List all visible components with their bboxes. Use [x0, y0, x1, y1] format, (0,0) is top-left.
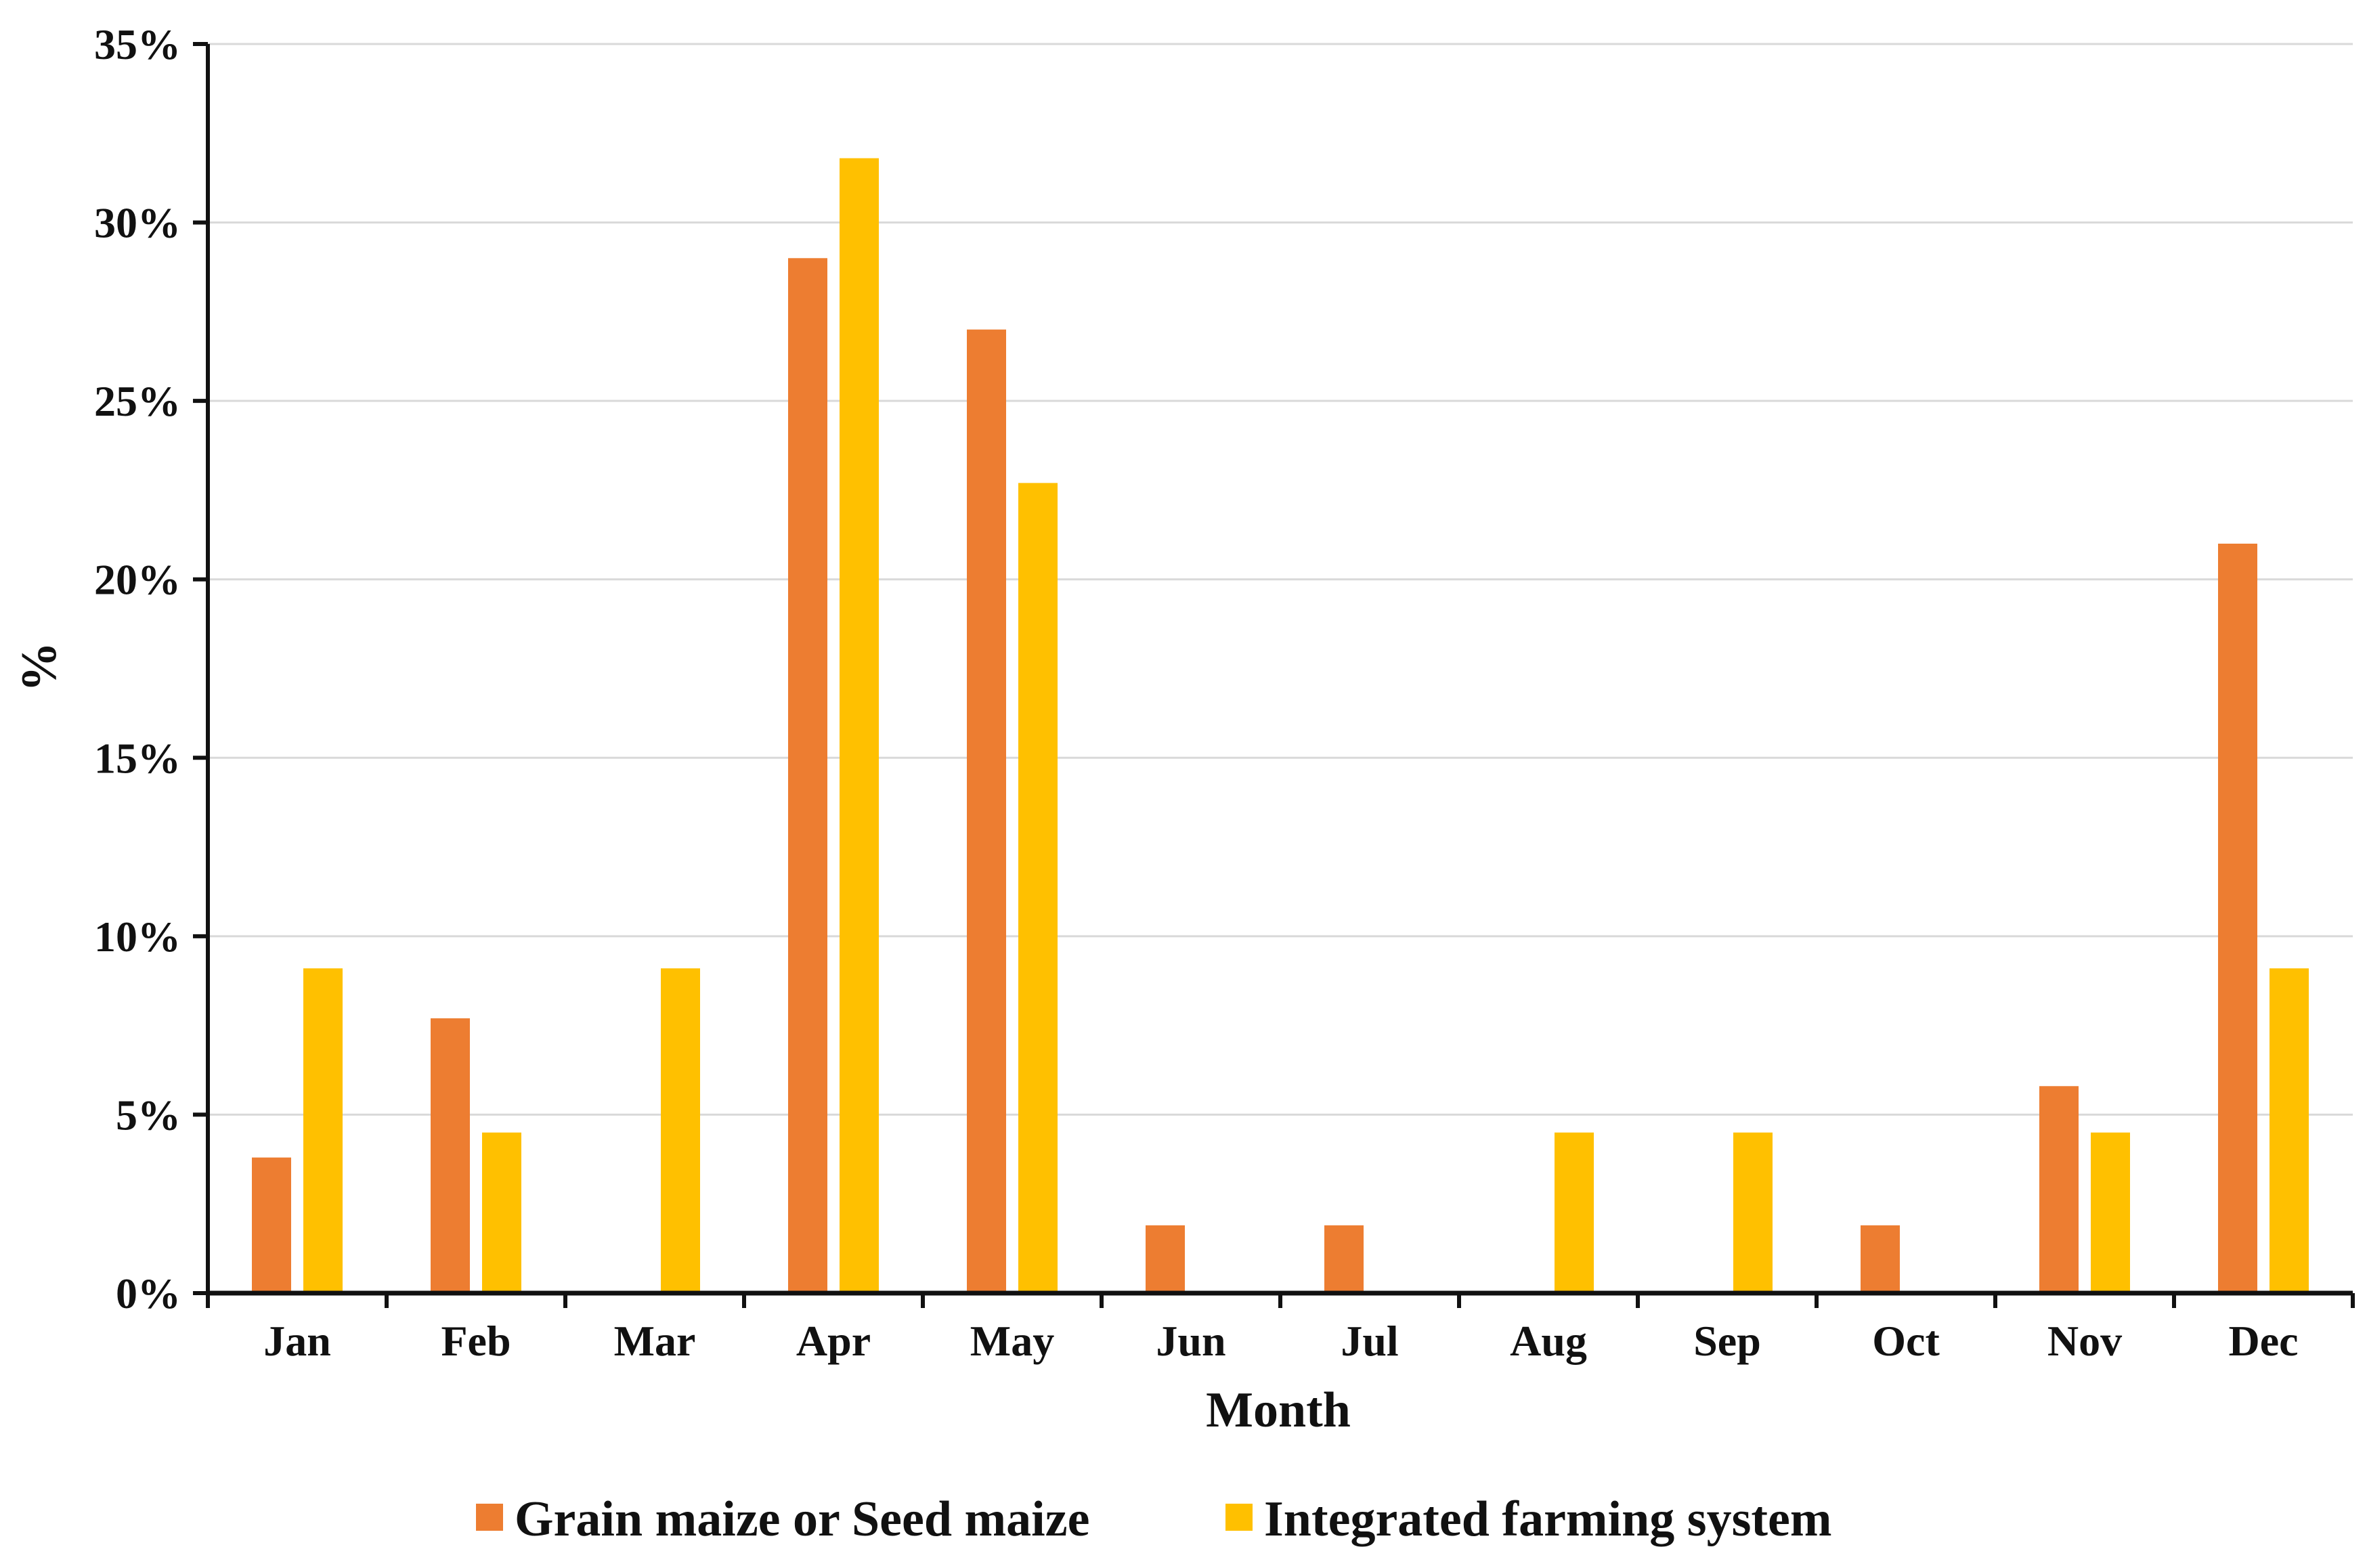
legend: Grain maize or Seed maize Integrated far…: [476, 1491, 1832, 1547]
x-tick-label: Apr: [796, 1317, 871, 1365]
x-tick-label: Feb: [441, 1317, 511, 1365]
bar-integrated-farming-may: [1018, 483, 1058, 1293]
y-tick-label: 5%: [116, 1091, 181, 1139]
bar-integrated-farming-aug: [1555, 1132, 1594, 1293]
x-tick-label: Jun: [1156, 1317, 1225, 1365]
legend-label-integrated-farming: Integrated farming system: [1264, 1491, 1832, 1547]
bar-integrated-farming-apr: [840, 158, 879, 1294]
x-axis-ticks: Jan Feb Mar Apr May Jun Jul Aug Sep Oct Nov Dec: [206, 1293, 2355, 1365]
y-axis-ticks: 0% 5% 10% 15% 20% 25% 30% 35%: [94, 20, 208, 1317]
y-tick-label: 20%: [94, 556, 181, 604]
bar-integrated-farming-sep: [1733, 1132, 1773, 1293]
bar-grain-maize-feb: [431, 1018, 470, 1293]
x-tick-label: Jul: [1341, 1317, 1398, 1365]
gridlines: [208, 43, 2353, 1116]
bar-group: [252, 158, 2309, 1294]
bar-grain-maize-dec: [2218, 544, 2257, 1293]
y-tick-label: 10%: [94, 913, 181, 961]
bar-integrated-farming-feb: [482, 1132, 521, 1293]
x-tick-label: Nov: [2047, 1317, 2122, 1365]
bar-grain-maize-may: [967, 329, 1006, 1293]
bar-grain-maize-jan: [252, 1157, 291, 1293]
legend-label-grain-maize: Grain maize or Seed maize: [515, 1491, 1089, 1547]
bar-integrated-farming-dec: [2270, 968, 2309, 1293]
bar-grain-maize-jul: [1324, 1225, 1364, 1293]
bar-integrated-farming-jan: [303, 968, 343, 1293]
x-tick-label: Aug: [1510, 1317, 1587, 1365]
y-tick-label: 35%: [94, 20, 181, 68]
axes: [206, 44, 2353, 1296]
x-tick-label: May: [970, 1317, 1054, 1365]
x-tick-label: Oct: [1872, 1317, 1940, 1365]
y-tick-label: 30%: [94, 199, 181, 247]
legend-swatch-grain-maize: [476, 1504, 503, 1531]
x-tick-label: Mar: [614, 1317, 696, 1365]
y-tick-label: 15%: [94, 734, 181, 782]
x-axis-title: Month: [1206, 1382, 1351, 1438]
bar-grain-maize-apr: [788, 258, 827, 1294]
legend-swatch-integrated-farming: [1225, 1504, 1253, 1531]
bar-grain-maize-jun: [1146, 1225, 1185, 1293]
bar-grain-maize-nov: [2039, 1086, 2079, 1293]
bar-integrated-farming-nov: [2091, 1132, 2130, 1293]
y-tick-label: 25%: [94, 377, 181, 425]
y-axis-title: %: [12, 642, 67, 692]
y-tick-label: 0%: [116, 1269, 181, 1317]
bar-integrated-farming-mar: [661, 968, 700, 1293]
x-tick-label: Sep: [1693, 1317, 1761, 1365]
x-tick-label: Dec: [2228, 1317, 2298, 1365]
bar-grain-maize-oct: [1861, 1225, 1900, 1293]
x-tick-label: Jan: [263, 1317, 331, 1365]
